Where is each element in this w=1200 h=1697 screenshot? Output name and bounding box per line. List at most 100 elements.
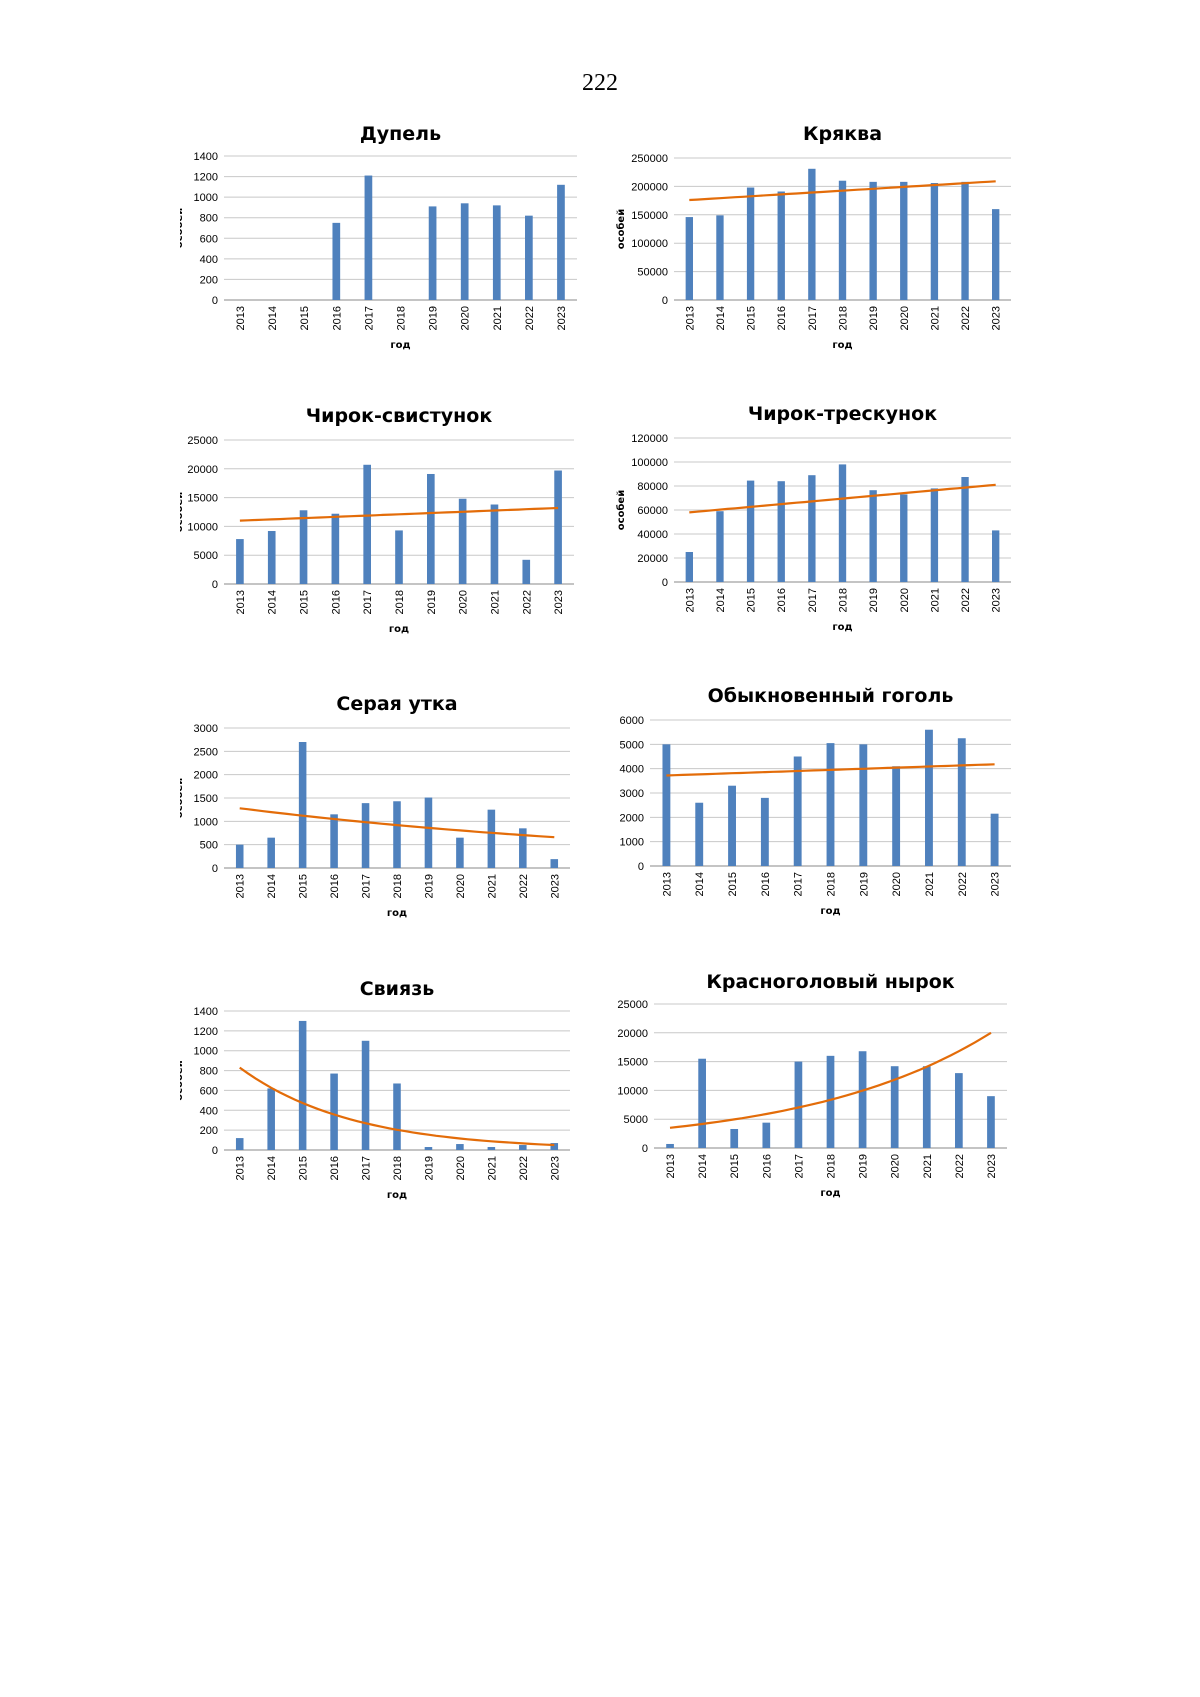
x-tick-label: 2019 <box>868 306 880 330</box>
chart-title: Чирок-трескунок <box>748 403 937 425</box>
y-tick-label: 20000 <box>187 464 218 476</box>
bar <box>361 1040 370 1150</box>
x-tick-label: 2021 <box>489 590 501 614</box>
chart-title: Свиязь <box>360 978 435 1000</box>
x-tick-label: 2017 <box>361 874 373 898</box>
y-tick-label: 1000 <box>620 837 644 849</box>
bar <box>987 1096 995 1148</box>
x-tick-label: 2019 <box>858 872 870 896</box>
bar <box>235 1138 244 1150</box>
bar <box>925 729 933 866</box>
x-tick-label: 2013 <box>684 306 696 330</box>
x-tick-label: 2023 <box>549 1156 561 1180</box>
y-axis-label: особей <box>180 208 185 248</box>
x-tick-label: 2014 <box>267 306 279 330</box>
bar <box>487 1147 496 1150</box>
chart-svg: Обыкновенный гоголь 0 1000 2000 3000 4000 5000… <box>620 685 1011 917</box>
y-tick-label: 200 <box>200 274 218 286</box>
bar <box>992 530 1000 582</box>
y-tick-label: 0 <box>662 577 668 589</box>
x-tick-label: 2021 <box>492 306 504 330</box>
x-axis-label: год <box>387 908 407 919</box>
x-tick-label: 2017 <box>807 306 819 330</box>
x-tick-label: 2023 <box>986 1154 998 1178</box>
y-tick-label: 100000 <box>631 457 668 469</box>
x-axis-label: год <box>832 340 852 351</box>
y-tick-label: 100000 <box>631 238 668 250</box>
bar <box>424 797 433 868</box>
bar <box>892 766 901 866</box>
x-tick-label: 2021 <box>486 874 498 898</box>
trend-line <box>666 763 995 777</box>
x-tick-label: 2018 <box>392 1156 404 1180</box>
bar <box>858 1051 867 1148</box>
x-tick-label: 2022 <box>957 872 969 896</box>
chart-svg: Чирок-свистунок 0 5000 10000 15000 20000 25000… <box>180 405 574 635</box>
chart-chirok-svistunok: Чирок-свистунок 0 5000 10000 15000 20000 25000… <box>180 402 620 687</box>
bar <box>460 203 469 300</box>
bar <box>716 215 724 300</box>
y-tick-label: 0 <box>212 863 218 875</box>
bar <box>922 1066 931 1148</box>
x-tick-label: 2022 <box>521 590 533 614</box>
y-tick-label: 2000 <box>620 812 644 824</box>
bar <box>746 480 755 582</box>
bar <box>487 809 496 868</box>
bar <box>330 1073 338 1150</box>
x-tick-label: 2014 <box>715 588 727 612</box>
bar <box>363 464 371 584</box>
x-tick-label: 2013 <box>684 588 696 612</box>
x-tick-label: 2015 <box>298 874 310 898</box>
bar <box>267 1088 275 1150</box>
x-tick-label: 2015 <box>746 306 758 330</box>
chart-svg: Свиязь 0 200 400 600 800 1000 1200 1400 2013 2014 2… <box>180 978 570 1201</box>
y-tick-label: 400 <box>200 254 218 266</box>
x-tick-label: 2023 <box>991 588 1003 612</box>
x-tick-label: 2016 <box>331 306 343 330</box>
bar <box>395 530 403 584</box>
y-tick-label: 15000 <box>617 1057 648 1069</box>
y-tick-label: 200 <box>200 1125 218 1137</box>
x-tick-label: 2016 <box>776 588 788 612</box>
x-tick-label: 2020 <box>455 874 467 898</box>
y-tick-label: 800 <box>200 213 218 225</box>
bar <box>525 215 533 300</box>
x-tick-label: 2014 <box>697 1154 709 1178</box>
x-tick-label: 2022 <box>518 1156 530 1180</box>
y-tick-label: 400 <box>200 1105 218 1117</box>
x-tick-label: 2014 <box>266 1156 278 1180</box>
x-tick-label: 2018 <box>826 1154 838 1178</box>
y-tick-label: 2500 <box>194 746 218 758</box>
bar <box>550 1143 559 1150</box>
bar <box>762 1122 771 1148</box>
x-tick-label: 2017 <box>807 588 819 612</box>
bar <box>794 1061 803 1148</box>
bar <box>519 828 527 868</box>
x-tick-label: 2015 <box>299 590 311 614</box>
bar <box>838 464 847 582</box>
x-tick-label: 2019 <box>423 1156 435 1180</box>
x-axis-label: год <box>832 622 852 633</box>
y-tick-label: 500 <box>200 840 218 852</box>
bar <box>808 475 816 582</box>
y-tick-label: 0 <box>212 295 218 307</box>
x-tick-label: 2017 <box>793 1154 805 1178</box>
y-tick-label: 250000 <box>631 153 668 165</box>
y-tick-label: 40000 <box>637 529 668 541</box>
x-tick-label: 2013 <box>661 872 673 896</box>
trend-line <box>239 1066 555 1147</box>
y-tick-label: 0 <box>212 1145 218 1157</box>
x-tick-label: 2016 <box>329 874 341 898</box>
bar <box>760 797 769 866</box>
bar <box>330 814 338 868</box>
x-tick-label: 2013 <box>235 306 247 330</box>
x-tick-label: 2019 <box>858 1154 870 1178</box>
bar <box>961 181 969 300</box>
x-tick-label: 2018 <box>838 306 850 330</box>
bar <box>777 191 785 300</box>
chart-title: Обыкновенный гоголь <box>708 685 954 707</box>
y-tick-label: 0 <box>212 579 218 591</box>
bar <box>990 813 999 866</box>
chart-dupel: Дупель 0 200 400 600 800 1000 1200 1400 2013 2014 2… <box>180 120 620 385</box>
bar <box>900 494 908 582</box>
